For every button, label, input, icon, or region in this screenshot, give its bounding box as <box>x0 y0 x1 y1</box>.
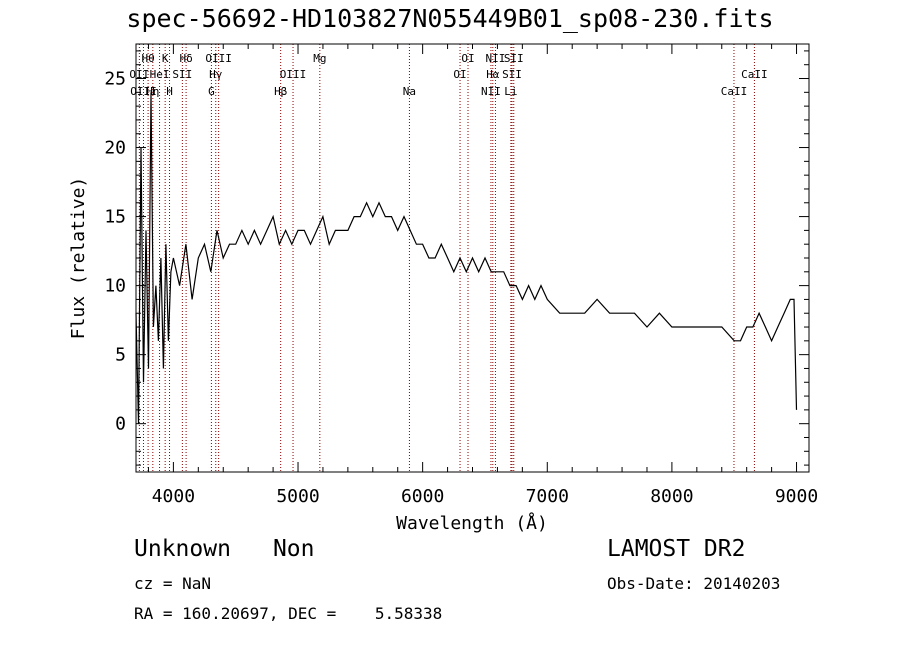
object-class: Unknown <box>134 536 231 562</box>
emission-line-label: Hα <box>486 68 500 81</box>
emission-line-markers: OII OIII Hθ Hη HeI K H SII Hδ G Hγ OIII Hβ OIII Mg Na OI… <box>129 44 768 472</box>
object-subclass: Non <box>272 536 315 562</box>
redshift-label: cz = NaN <box>134 574 212 593</box>
coordinates-label: RA = 160.20697, DEC = 5.58338 <box>134 604 443 623</box>
emission-line-label: OIII <box>280 68 307 81</box>
emission-line-label: H <box>166 85 173 98</box>
emission-line-label: NII <box>485 52 505 65</box>
x-tick-label: 7000 <box>526 486 569 507</box>
emission-line-label: NII <box>481 85 501 98</box>
chart-title: spec-56692-HD103827N055449B01_sp08-230.f… <box>126 4 774 33</box>
emission-line-label: OIII <box>130 85 157 98</box>
y-axis: 0 5 10 15 20 25 <box>104 50 809 466</box>
emission-line-label: OIII <box>205 52 232 65</box>
y-tick-label: 15 <box>104 207 126 228</box>
y-tick-label: 0 <box>115 414 126 435</box>
emission-line-label: SII <box>172 68 192 81</box>
emission-line-label: K <box>162 52 169 65</box>
x-tick-label: 6000 <box>401 486 444 507</box>
spectrum-line <box>135 92 798 424</box>
spectrum-series <box>135 92 798 424</box>
x-tick-label: 5000 <box>276 486 319 507</box>
emission-line-label: SII <box>504 52 524 65</box>
emission-line-label: OI <box>461 52 474 65</box>
emission-line-label: Hγ <box>209 68 223 81</box>
x-tick-label: 4000 <box>152 486 195 507</box>
emission-line-label: CaII <box>721 85 748 98</box>
x-tick-label: 9000 <box>775 486 818 507</box>
emission-line-label: Mg <box>313 52 326 65</box>
emission-line-label: Li <box>504 85 517 98</box>
survey-label: LAMOST DR2 <box>607 536 746 562</box>
y-tick-label: 20 <box>104 138 126 159</box>
obs-date-label: Obs-Date: 20140203 <box>607 574 781 593</box>
emission-line-label: CaII <box>741 68 768 81</box>
y-tick-label: 25 <box>104 69 126 90</box>
emission-line-label: Hη <box>146 85 159 98</box>
x-axis: 4000 5000 6000 7000 8000 9000 <box>147 44 818 507</box>
y-axis-label: Flux (relative) <box>68 177 89 340</box>
emission-line-label: SII <box>502 68 522 81</box>
x-tick-label: 8000 <box>650 486 693 507</box>
emission-line-label: Hθ <box>141 52 154 65</box>
emission-line-label: Na <box>403 85 416 98</box>
emission-line-label: HeI <box>150 68 170 81</box>
y-tick-label: 5 <box>115 345 126 366</box>
emission-line-label: Hβ <box>274 85 288 98</box>
object-class-label: Unknown Non <box>134 536 314 562</box>
emission-line-label: Hδ <box>179 52 192 65</box>
emission-line-label: OII <box>129 68 149 81</box>
x-axis-label: Wavelength (Å) <box>396 512 548 534</box>
emission-line-label: G <box>208 85 215 98</box>
emission-line-label: OI <box>453 68 466 81</box>
y-tick-label: 10 <box>104 276 126 297</box>
